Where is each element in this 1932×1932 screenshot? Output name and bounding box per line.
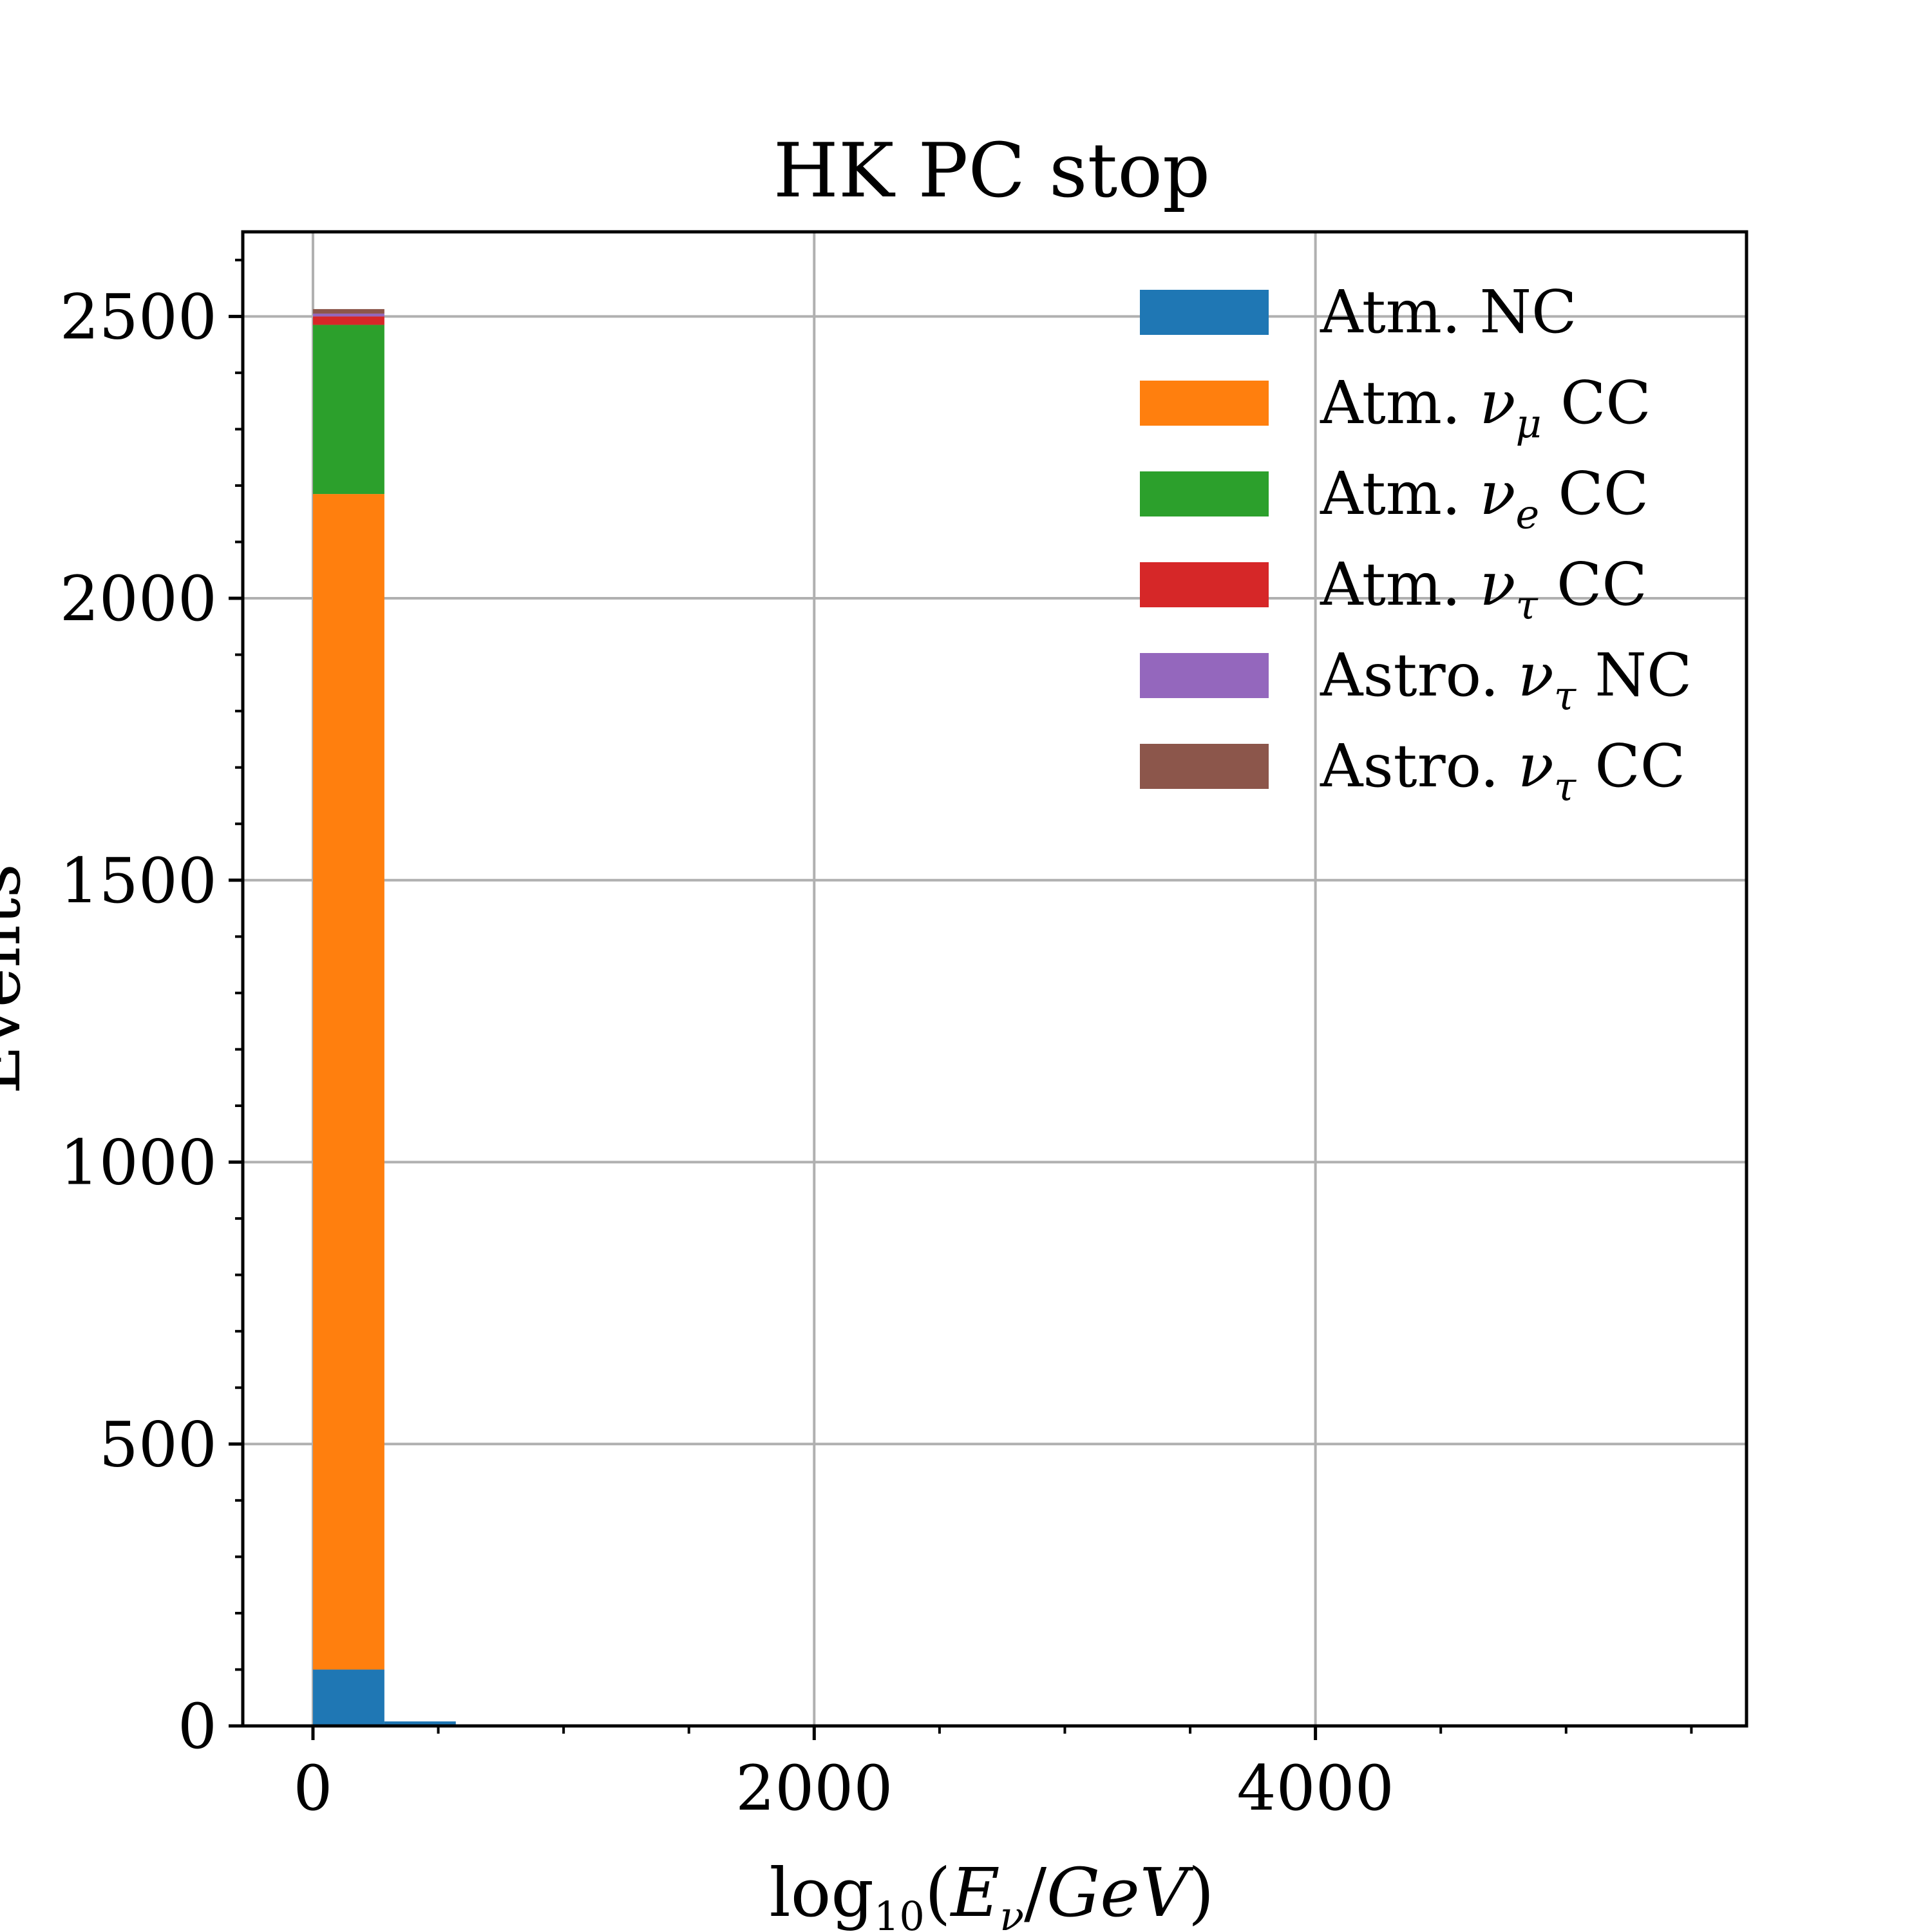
y-tick-label: 0 [178,1690,217,1763]
legend-swatch-1 [1140,381,1269,426]
bar-segment-0-bin-1 [384,1721,456,1726]
x-tick-label: 0 [293,1752,332,1824]
legend-label-1: Atm. νμ CC [1320,368,1651,447]
x-axis-label: log10(Eν/GeV) [770,1853,1215,1932]
bar-segment-3-bin-0 [312,316,384,325]
legend-swatch-0 [1140,290,1269,335]
y-tick-label: 1500 [60,845,217,917]
y-tick-label: 1000 [60,1127,217,1199]
x-tick-label: 2000 [735,1752,893,1824]
bar-segment-5-bin-0 [312,308,384,314]
legend-label-5: Astro. ντ CC [1320,732,1685,810]
bar-segment-2-bin-0 [312,325,384,495]
y-tick-label: 2000 [60,563,217,635]
legend-swatch-4 [1140,653,1269,698]
legend: Atm. NC Atm. νμ CC Atm. νe CC Atm. ντ CC Ast… [1140,278,1692,810]
y-tick-label: 500 [99,1408,217,1481]
legend-label-4: Astro. ντ NC [1320,641,1692,719]
bar-segment-4-bin-0 [312,313,384,317]
axis-ticks: 0 2000 4000 0 500 1000 1500 2000 2500 [60,258,1693,1824]
plot-area-frame [241,230,1748,1728]
grid [243,232,1747,1727]
chart-title: HK PC stop [773,128,1211,214]
bar-segment-0-bin-0 [312,1669,384,1726]
legend-swatch-5 [1140,744,1269,789]
y-tick-label: 2500 [60,281,217,353]
legend-label-3: Atm. ντ CC [1320,550,1647,629]
y-axis-label: Events [0,864,35,1094]
bar-segment-1-bin-0 [312,494,384,1670]
x-tick-label: 4000 [1236,1752,1394,1824]
legend-label-2: Atm. νe CC [1320,459,1649,538]
legend-label-0: Atm. NC [1320,278,1577,346]
bars [312,308,456,1726]
legend-swatch-2 [1140,471,1269,516]
legend-swatch-3 [1140,562,1269,607]
